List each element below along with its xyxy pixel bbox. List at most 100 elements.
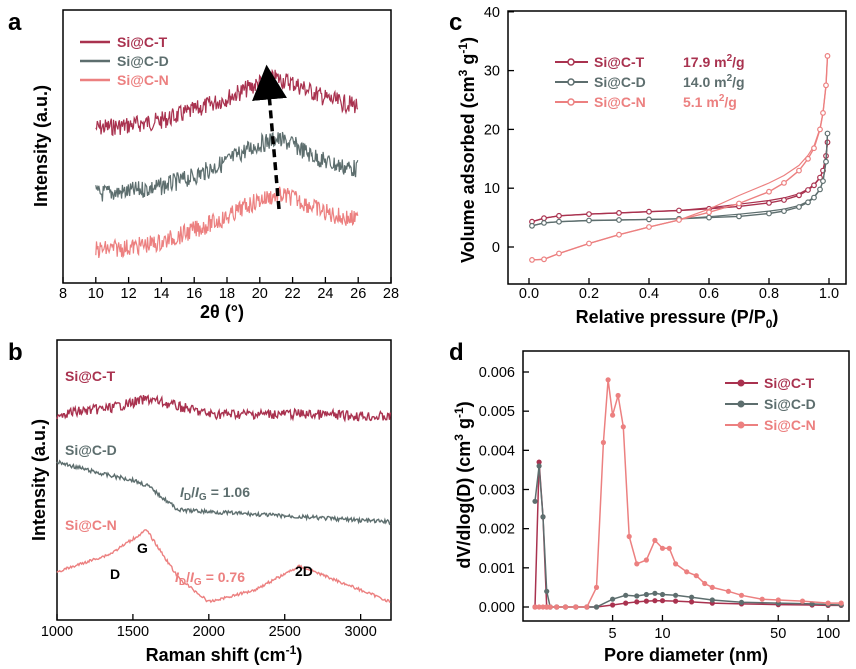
psd-point [610,602,616,608]
panel-d-legend: Si@C-T Si@C-D Si@C-N [725,375,816,433]
b-xtick-label: 1500 [117,624,149,640]
psd-point [738,592,745,598]
panel-b-label: b [8,339,23,366]
label-b-d: Si@C-D [65,442,117,458]
a-xtick-label: 16 [186,286,202,302]
isotherm-point [736,200,742,207]
panel-b: b 1000 1500 2000 2500 3000 Raman shift (cm-1… [8,339,392,665]
psd-point [702,580,708,587]
legend-c-n-area: 5.1 m2/g [683,93,737,110]
d-xtick-label: 50 [770,626,786,642]
psd-point [838,600,844,606]
isotherm-point [781,179,787,186]
a-xtick-label: 28 [383,286,399,302]
isotherm-point [823,82,829,89]
isotherm-point [706,214,712,221]
panel-a: a 8 10 12 14 16 18 20 22 24 26 28 2θ (°) Intensity… [8,9,399,322]
isotherm-point [817,186,823,193]
psd-point [605,377,611,383]
psd-point [652,598,658,604]
psd-point [584,604,590,610]
c-xtick-label: 0.8 [759,286,779,302]
a-xtick-label: 26 [350,286,366,302]
panel-b-xlabel: Raman shift (cm-1) [146,643,303,665]
isotherm-point [811,194,817,201]
psd-point [615,392,621,399]
panel-b-frame [56,339,392,621]
psd-point [673,561,679,567]
c-xtick-label: 1.0 [819,286,839,302]
c-xtick-label: 0.0 [519,286,539,302]
psd-point [600,439,607,446]
label-b-n: Si@C-N [65,517,117,533]
psd-point [593,584,600,591]
psd-point [626,533,632,540]
psd-point [532,498,538,504]
c-xtick-label: 0.6 [699,286,719,302]
panel-a-series [95,68,359,259]
psd-point [659,591,666,598]
legend-d-n: Si@C-N [764,417,816,433]
raman-line-Si@C-N [56,529,391,604]
legend-c-n: Si@C-N [594,94,646,110]
xrd-line-Si@C-T [95,68,359,137]
legend-d-n-marker [737,421,745,429]
isotherm-point [805,187,811,193]
isotherm-point [541,219,547,226]
psd-point [673,598,679,604]
isotherm-point [646,224,652,230]
c-xtick-label: 0.2 [579,286,599,302]
psd-point [693,573,699,579]
isotherm-point [781,208,787,215]
psd-point [825,600,831,606]
c-ytick-label: 30 [484,64,500,80]
psd-point [725,588,732,594]
panel-d-frame [522,350,850,622]
c-xtick-label: 0.4 [639,286,659,302]
isotherm-point [706,209,712,216]
b-xtick-label: 3000 [345,624,377,640]
panel-d-label: d [449,339,464,366]
psd-point [634,599,640,605]
c-ytick-label: 0 [492,240,500,256]
raman-line-Si@C-D [56,459,391,526]
psd-point [738,599,745,605]
c-ytick-label: 10 [484,181,500,197]
isotherm-point [766,199,772,206]
panel-b-series [56,394,392,604]
panel-b-xticks: 1000 1500 2000 2500 3000 [41,614,377,640]
panel-d-series [532,377,844,610]
panel-c-ylabel: Volume adsorbed (cm3 g-1) [456,37,478,263]
psd-point [532,604,538,610]
shift-arrow [252,64,287,210]
a-xtick-label: 14 [153,286,169,302]
psd-point [709,584,715,591]
panel-c-xlabel: Relative pressure (P/P0) [576,307,779,331]
xrd-line-Si@C-N [95,186,359,259]
legend-c-d-area: 14.0 m2/g [683,73,745,90]
isotherm-point [805,155,811,162]
isotherm-point [817,174,823,181]
isotherm-point [541,256,547,263]
psd-line-Si@C-T [534,462,842,608]
isotherm-point [811,182,817,189]
panel-a-legend: Si@C-T Si@C-D Si@C-N [80,34,169,88]
legend-c-t-area: 17.9 m2/g [683,53,745,70]
ratio-b-n: ID/IG = 0.76 [175,569,245,588]
isotherm-point [529,222,535,229]
psd-point [659,545,666,551]
label-b-t: Si@C-T [65,368,116,384]
isotherm-point [676,207,682,214]
isotherm-point [781,197,787,203]
isotherm-point [823,158,829,165]
panel-c-label: c [449,9,462,36]
d-xtick-label: 100 [816,626,840,642]
legend-c-d: Si@C-D [594,74,646,90]
legend-a-n: Si@C-N [117,72,169,88]
isotherm-point [556,218,562,225]
a-xtick-label: 20 [252,286,268,302]
psd-point [544,588,550,594]
xrd-line-Si@C-D [95,131,359,202]
psd-point [684,569,690,575]
d-xtick-label: 10 [654,626,670,642]
